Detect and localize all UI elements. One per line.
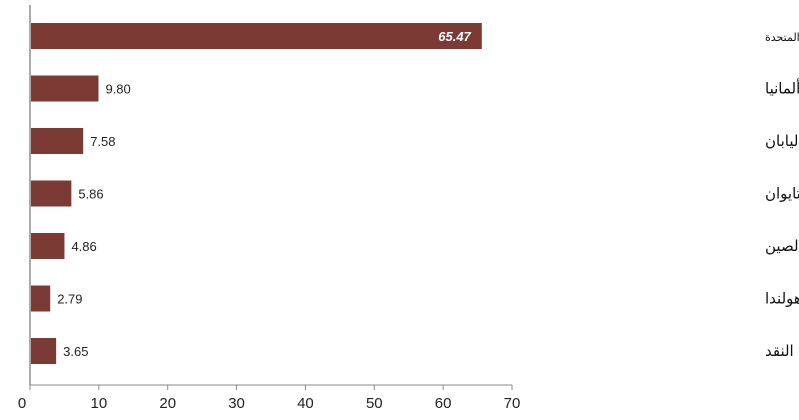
bar-5	[31, 285, 51, 312]
bar-value-label-6: 3.65	[63, 344, 88, 359]
bar-value-label-1: 9.80	[105, 82, 130, 97]
category-label-0: الولايات المتحدة	[765, 31, 799, 44]
bar-value-label-0: 65.47	[438, 29, 471, 44]
x-tick-label-1: 10	[91, 395, 108, 412]
bar-value-label-4: 4.86	[71, 239, 96, 254]
x-ticks-group: 0 10 20 30 40 50 60 70	[18, 385, 521, 412]
x-tick-label-4: 40	[297, 395, 314, 412]
category-label-4: الصين	[765, 237, 799, 255]
x-tick-label-7: 70	[504, 395, 521, 412]
bar-1	[31, 75, 99, 102]
bar-value-label-2: 7.58	[90, 134, 115, 149]
x-tick-label-2: 20	[159, 395, 176, 412]
x-tick-label-0: 0	[18, 395, 26, 412]
category-label-6: النقد	[765, 342, 794, 360]
bars-group	[31, 23, 482, 364]
bar-2	[31, 128, 84, 154]
bar-4	[31, 233, 65, 259]
x-tick-label-6: 60	[435, 395, 452, 412]
category-label-1: ألمانيا	[765, 79, 799, 98]
category-label-3: تايوان	[765, 185, 799, 203]
x-tick-label-5: 50	[366, 395, 383, 412]
labels-group: 65.47 الولايات المتحدة 9.80 ألمانيا 7.58 اليا…	[57, 29, 799, 360]
bar-0	[31, 23, 482, 49]
bar-3	[31, 180, 72, 207]
x-tick-label-3: 30	[228, 395, 245, 412]
category-label-5: هولندا	[765, 290, 799, 308]
bar-value-label-3: 5.86	[78, 187, 103, 202]
bar-value-label-5: 2.79	[57, 292, 82, 307]
category-label-2: اليابان	[765, 132, 799, 150]
bar-6	[31, 338, 57, 364]
